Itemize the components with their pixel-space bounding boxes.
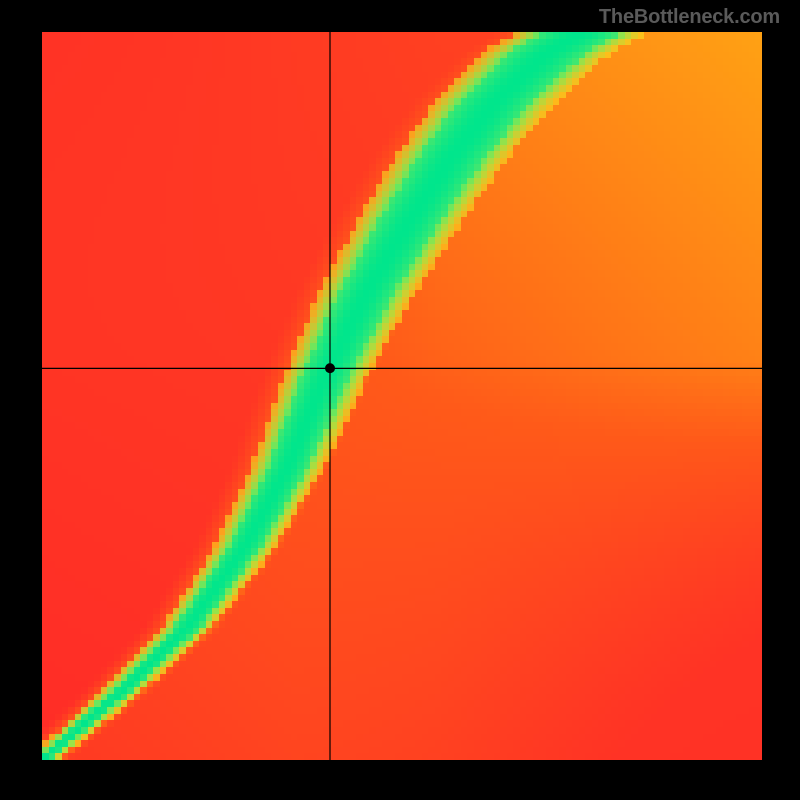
chart-container: TheBottleneck.com: [0, 0, 800, 800]
crosshair-overlay: [0, 0, 800, 800]
watermark-label: TheBottleneck.com: [599, 6, 780, 29]
